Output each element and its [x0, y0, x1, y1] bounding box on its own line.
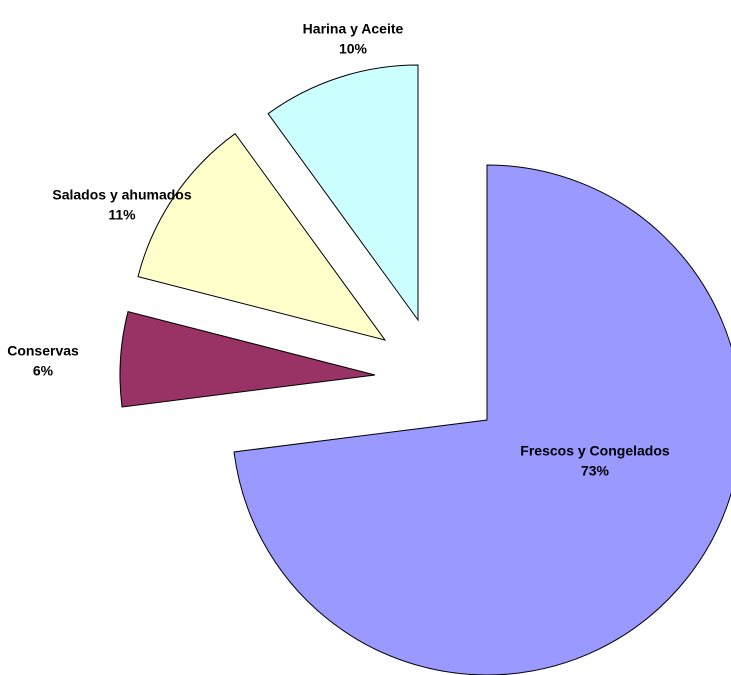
- slice-value-label: 10%: [339, 41, 368, 57]
- slice-value-label: 73%: [581, 463, 610, 479]
- slice-label: Conservas: [7, 343, 79, 359]
- slice-label: Salados y ahumados: [52, 187, 191, 203]
- slice-label: Frescos y Congelados: [520, 443, 670, 459]
- pie-slice: [119, 310, 376, 408]
- slice-label: Harina y Aceite: [303, 21, 404, 37]
- slice-value-label: 6%: [33, 363, 54, 379]
- slice-value-label: 11%: [108, 207, 136, 223]
- pie-slice: [233, 164, 731, 675]
- pie-slice: [137, 133, 387, 341]
- pie-slice: [267, 64, 419, 322]
